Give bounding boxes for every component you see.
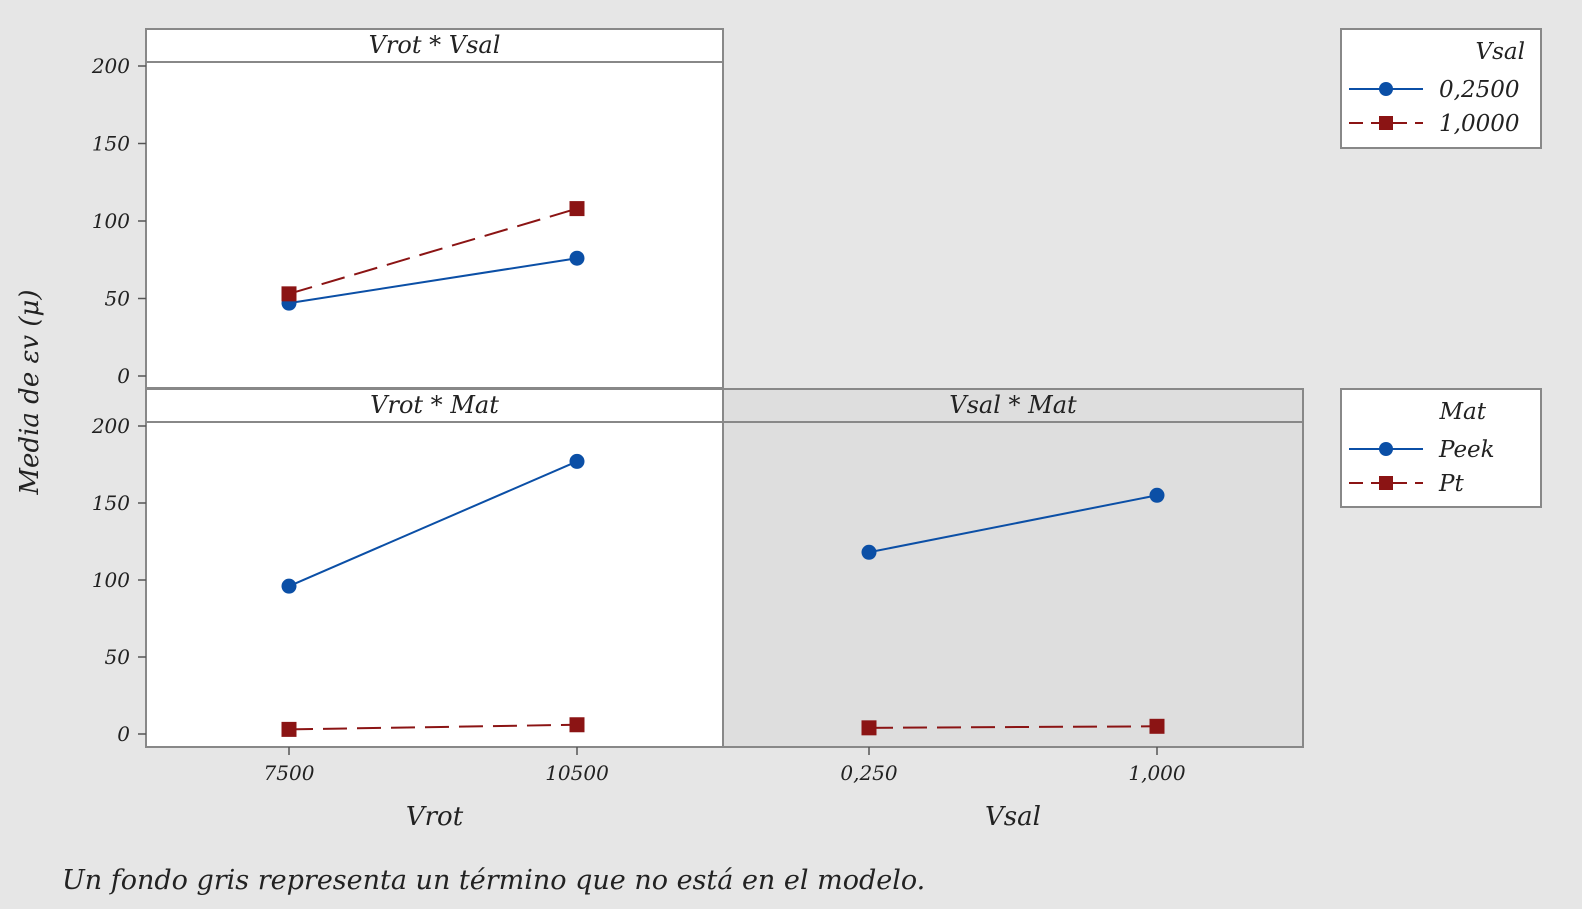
series-Peek xyxy=(861,487,1165,560)
legend-label: Pt xyxy=(1438,471,1464,497)
series-Peek xyxy=(281,453,585,594)
y-axis-title: Media de εv (μ) xyxy=(15,289,45,495)
y-tick-label: 50 xyxy=(105,287,131,311)
square-marker-icon xyxy=(1379,476,1393,490)
y-tick-label: 200 xyxy=(91,414,130,438)
panel-3: Vsal * Mat 0,250 1,000 Vsal xyxy=(722,388,1304,832)
panel-title: Vrot * Mat xyxy=(370,391,499,419)
x-axis-title: Vrot xyxy=(406,802,464,832)
circle-marker-icon xyxy=(1379,82,1393,96)
panel-strip xyxy=(145,28,724,63)
legend-label: Peek xyxy=(1438,437,1495,463)
legend-label: 1,0000 xyxy=(1439,111,1519,137)
y-tick-label: 50 xyxy=(105,645,131,669)
data-point xyxy=(1149,718,1165,734)
data-point xyxy=(569,453,585,469)
series-line xyxy=(288,460,578,588)
panel-title: Vsal * Mat xyxy=(949,391,1077,419)
x-axis-title: Vsal xyxy=(985,802,1041,832)
legend-Vsal: Vsal 0,2500 1,0000 xyxy=(1340,28,1542,149)
data-point xyxy=(281,286,297,302)
data-point xyxy=(861,720,877,736)
x-tick-label: 0,250 xyxy=(840,761,898,785)
panel-strip xyxy=(145,388,724,423)
y-tick-label: 0 xyxy=(117,364,130,388)
panel-plot-area xyxy=(722,421,1304,748)
legend-title: Vsal xyxy=(1476,39,1525,65)
footnote: Un fondo gris representa un término que … xyxy=(62,865,925,896)
panel-title: Vrot * Vsal xyxy=(369,31,501,59)
y-tick-label: 150 xyxy=(92,132,130,156)
series-line xyxy=(288,207,578,295)
y-tick-label: 100 xyxy=(92,568,130,592)
panel-plot-area xyxy=(145,421,724,748)
series-line xyxy=(868,494,1158,554)
data-point xyxy=(569,717,585,733)
series-Pt xyxy=(861,718,1165,736)
data-point xyxy=(1149,487,1165,503)
y-tick-label: 100 xyxy=(92,209,130,233)
panel-2: Vrot * Mat 0 50 100 150 200 7500 10500 Vrot xyxy=(91,388,724,832)
series-Pt xyxy=(281,717,585,737)
x-tick-label: 10500 xyxy=(545,761,609,785)
data-point xyxy=(569,250,585,266)
data-point xyxy=(281,721,297,737)
legends: Vsal 0,2500 1,0000 Mat Peek Pt xyxy=(1340,28,1542,508)
data-point xyxy=(569,201,585,217)
x-tick-label: 7500 xyxy=(264,761,315,785)
x-tick-label: 1,000 xyxy=(1128,761,1186,785)
square-marker-icon xyxy=(1379,116,1393,130)
panel-strip xyxy=(722,388,1304,423)
circle-marker-icon xyxy=(1379,442,1393,456)
data-point xyxy=(861,544,877,560)
y-tick-label: 0 xyxy=(117,722,130,746)
series-1,0000 xyxy=(281,201,585,302)
panels: Vrot * Vsal 0 50 100 150 200 Vrot * Mat 0 50 100 1… xyxy=(91,28,1304,832)
y-tick-label: 150 xyxy=(92,491,130,515)
series-line xyxy=(288,257,578,305)
panel-plot-area xyxy=(145,61,724,389)
panel-1: Vrot * Vsal 0 50 100 150 200 xyxy=(91,28,724,389)
legend-title: Mat xyxy=(1438,399,1486,425)
y-tick-label: 200 xyxy=(91,54,130,78)
series-line xyxy=(288,723,578,731)
legend-Mat: Mat Peek Pt xyxy=(1340,388,1542,508)
series-line xyxy=(868,725,1158,729)
data-point xyxy=(281,578,297,594)
legend-label: 0,2500 xyxy=(1439,77,1519,103)
